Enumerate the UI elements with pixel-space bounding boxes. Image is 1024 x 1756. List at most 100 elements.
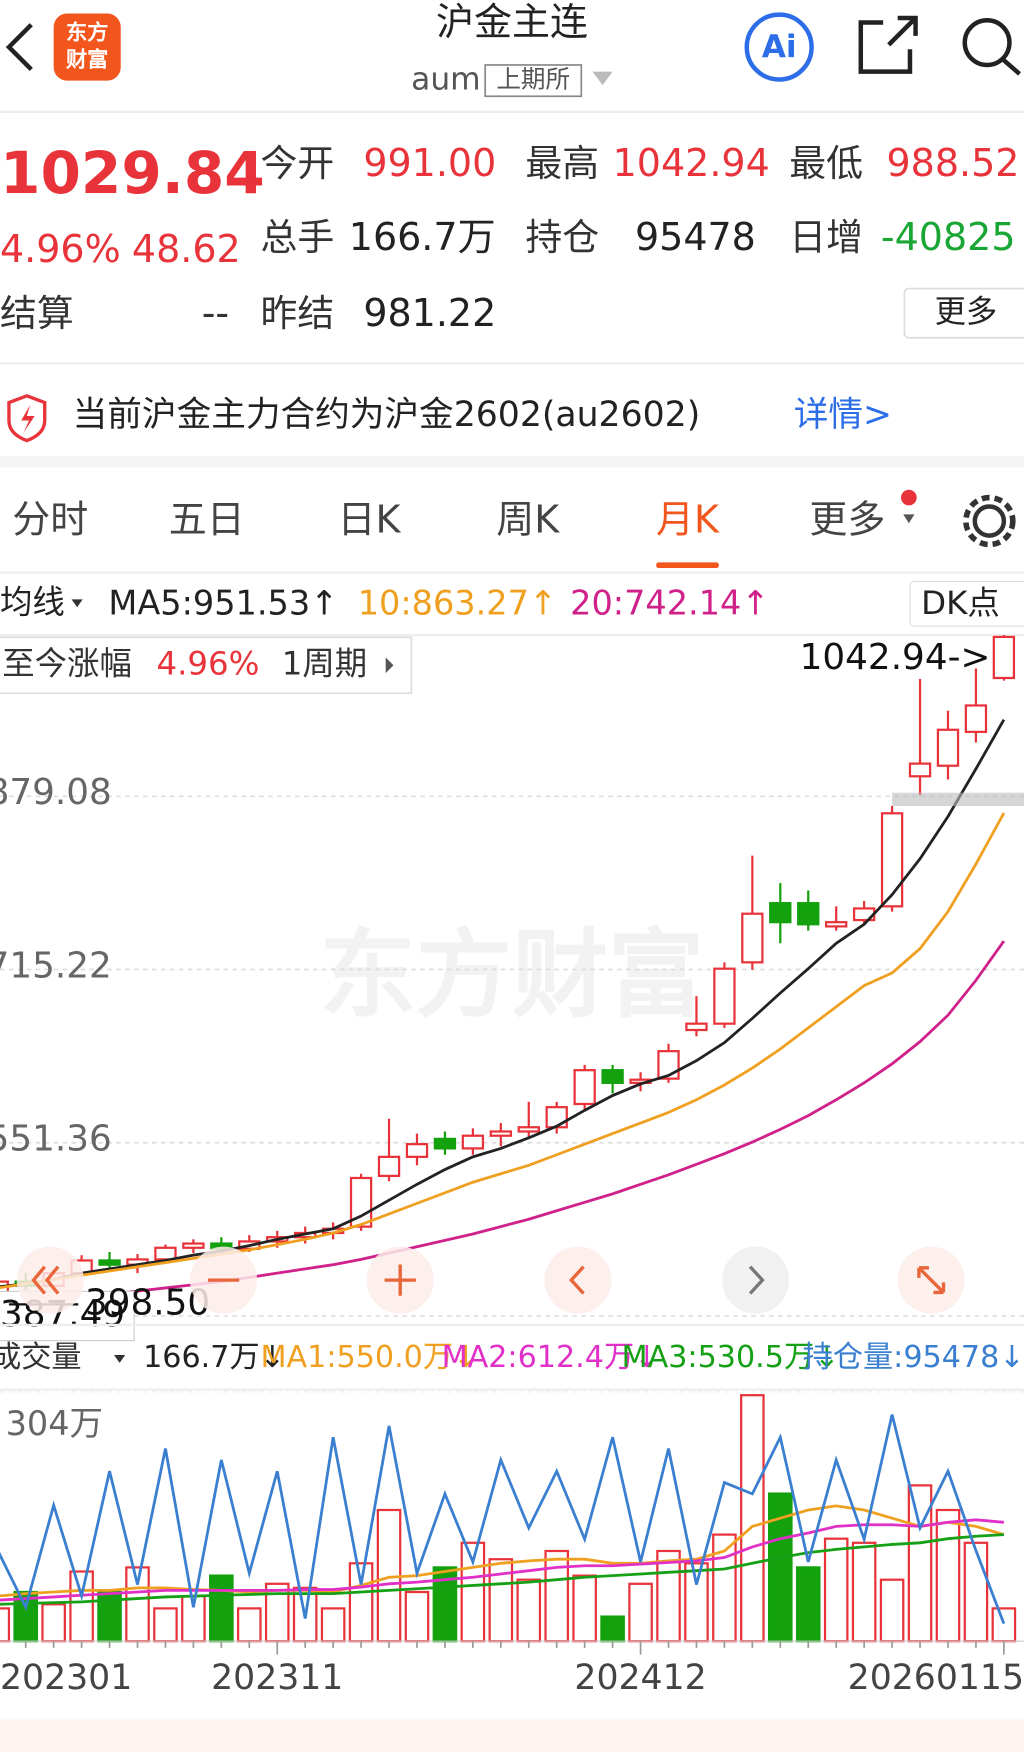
volume-bar	[823, 1537, 849, 1643]
tab[interactable]: 更多	[809, 498, 885, 542]
volume-bar	[600, 1615, 625, 1643]
line-series	[0, 940, 1006, 1309]
candle-body	[741, 912, 764, 964]
shield-icon	[7, 394, 47, 443]
high-annotation: 1042.94->	[800, 637, 991, 678]
indicator-label[interactable]: 均线	[0, 583, 65, 621]
legend-entry: MA3:530.5万↓	[622, 1340, 840, 1375]
nav-icon	[384, 1264, 416, 1296]
price-chart	[0, 635, 1024, 1317]
tab-underline	[656, 562, 719, 569]
volume-bar	[795, 1566, 821, 1643]
nav-button[interactable]	[16, 1246, 84, 1314]
exchange-box	[484, 64, 583, 98]
tab[interactable]: 分时	[12, 498, 88, 542]
tab[interactable]: 月K	[656, 498, 720, 542]
bolt-icon	[21, 404, 35, 433]
x-tick-label: 202311	[211, 1658, 343, 1698]
ai-button[interactable]	[744, 12, 814, 82]
nav-icon	[31, 1265, 60, 1295]
settle-label: 结算	[0, 292, 74, 335]
settings-button[interactable]	[972, 504, 1007, 538]
candle-body	[908, 762, 932, 778]
volume-bar	[209, 1574, 234, 1643]
line-series	[0, 812, 1006, 1290]
candle-body	[461, 1134, 485, 1150]
volume-chart	[0, 1394, 1017, 1643]
volume-bar	[684, 1562, 709, 1643]
logo-text: 财富	[66, 46, 108, 72]
candle-body	[182, 1242, 205, 1249]
field-value: 981.22	[363, 291, 496, 335]
range-box[interactable]	[0, 636, 413, 695]
volume-bar	[991, 1607, 1017, 1643]
line-series	[0, 719, 1006, 1289]
field-value: 988.52	[886, 141, 1019, 185]
nav-icon	[748, 1265, 765, 1295]
range-value: 4.96%	[157, 644, 260, 682]
settle: --	[202, 291, 229, 335]
tab[interactable]: 日K	[337, 498, 401, 542]
volume-bar	[628, 1582, 653, 1643]
change-pct: 4.96%	[0, 227, 121, 271]
line-series	[0, 1533, 1004, 1606]
candle-body	[936, 728, 960, 767]
volume-bar	[488, 1558, 514, 1643]
volume-bar	[41, 1603, 66, 1643]
search-button[interactable]	[962, 18, 1012, 68]
tab-bar: 分时 五日 日K 周K 月K 更多	[12, 498, 885, 569]
field-value: 95478	[635, 215, 756, 259]
candle-body	[769, 902, 792, 924]
dk-label: DK点	[921, 584, 1000, 622]
nav-buttons	[16, 1246, 965, 1314]
volume-bar	[935, 1508, 961, 1643]
candle-body	[573, 1069, 596, 1106]
field-label: 最高	[525, 142, 599, 185]
volume-bar	[348, 1562, 374, 1643]
notice-link[interactable]: 详情>	[794, 395, 892, 435]
candle-body	[797, 902, 820, 926]
legend-entry: 20:742.14↑	[570, 583, 769, 622]
more-button[interactable]	[903, 287, 1024, 339]
share-button[interactable]	[858, 15, 918, 74]
volume-bar	[516, 1578, 542, 1643]
volume-bar	[656, 1549, 681, 1643]
change: 48.62	[132, 227, 241, 271]
volume-bar	[907, 1484, 933, 1643]
line-series	[0, 1504, 1005, 1598]
nav-icon	[917, 1266, 946, 1295]
prev-button[interactable]	[544, 1246, 612, 1314]
tab[interactable]: 五日	[169, 498, 245, 542]
code: aum	[411, 62, 481, 98]
marker-band	[892, 792, 1024, 807]
dropdown-arrow	[71, 599, 83, 608]
volume-title[interactable]: 成交量	[0, 1340, 82, 1375]
bottom-bar	[0, 1719, 1024, 1753]
legend-entry: MA2:612.4万↓	[442, 1340, 660, 1375]
notice-text: 当前沪金主力合约为沪金2602(au2602)	[73, 395, 701, 435]
tab[interactable]: 周K	[496, 498, 560, 542]
volume-bar	[740, 1394, 765, 1643]
y-tick-label: 304万	[6, 1404, 104, 1443]
watermark: 东方财富	[320, 919, 705, 1031]
low-annotation: 398.50	[85, 1282, 210, 1323]
logo	[53, 13, 121, 81]
title: 沪金主连	[436, 0, 588, 44]
x-tick-label: 202412	[574, 1658, 706, 1698]
field-value: 166.7万	[349, 215, 496, 259]
dropdown-arrow[interactable]	[592, 71, 613, 86]
y-tick-label: 715.22	[0, 945, 112, 986]
back-button[interactable]	[5, 23, 33, 72]
dk-button[interactable]	[909, 580, 1024, 627]
logo-text: 东方	[66, 20, 108, 46]
next-button[interactable]	[722, 1246, 790, 1314]
field-label: 总手	[260, 216, 334, 259]
volume-bar	[963, 1541, 989, 1643]
legend-entry: MA5:951.53↑	[108, 583, 338, 622]
x-tick-label: 20260115	[848, 1658, 1024, 1698]
volume-bar	[320, 1607, 346, 1643]
field-value: 991.00	[363, 141, 496, 185]
candle-body	[433, 1137, 457, 1150]
